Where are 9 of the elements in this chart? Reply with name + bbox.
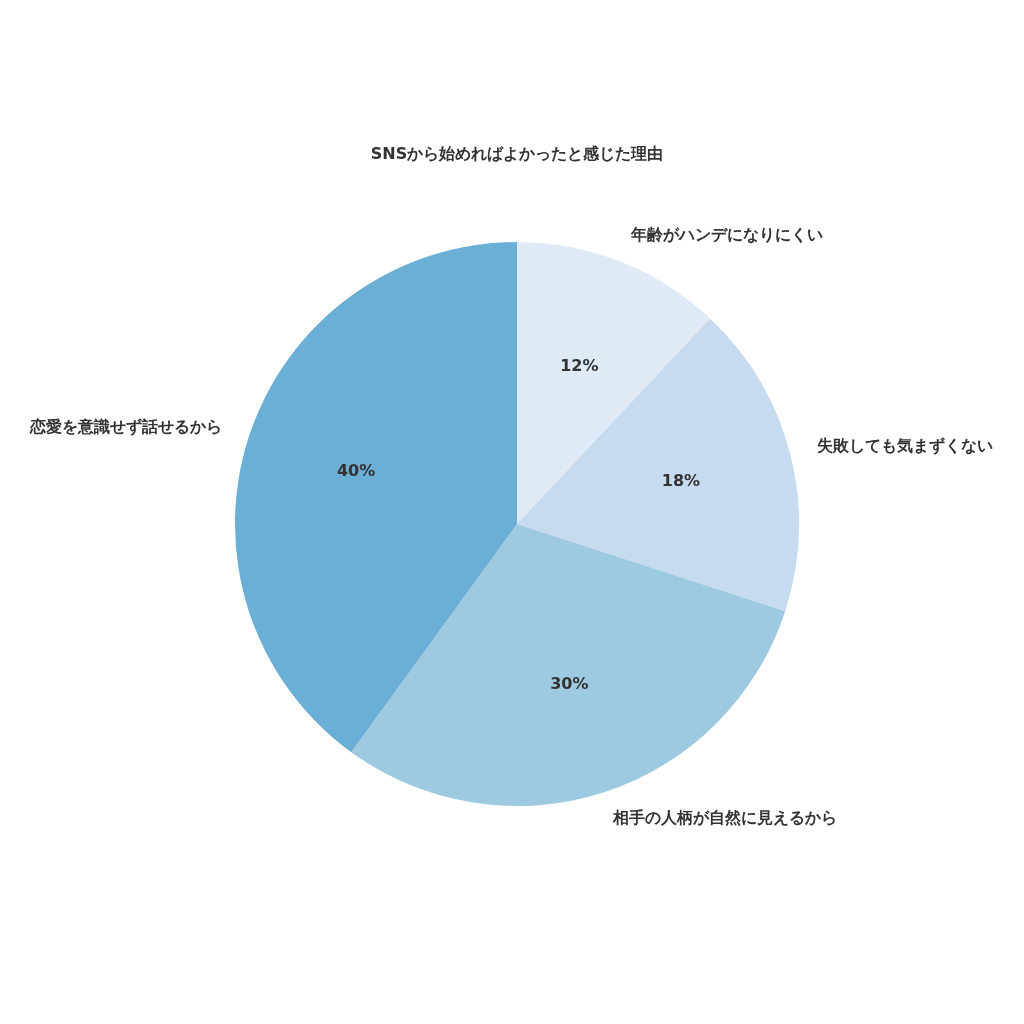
data-label: 40% (336, 460, 376, 480)
data-label: 30% (550, 674, 589, 694)
data-label: 12% (560, 355, 599, 375)
slice-label: 年齢がハンデになりにくい (630, 224, 824, 244)
slice-label: 恋愛を意識せず話せるから (28, 417, 222, 437)
chart-title: SNSから始めればよかったと感じた理由 (370, 144, 664, 164)
slice-label: 相手の人柄が自然に見えるから (611, 808, 837, 828)
slice-label: 失敗しても気まずくない (817, 436, 994, 456)
data-label: 18% (661, 471, 701, 491)
